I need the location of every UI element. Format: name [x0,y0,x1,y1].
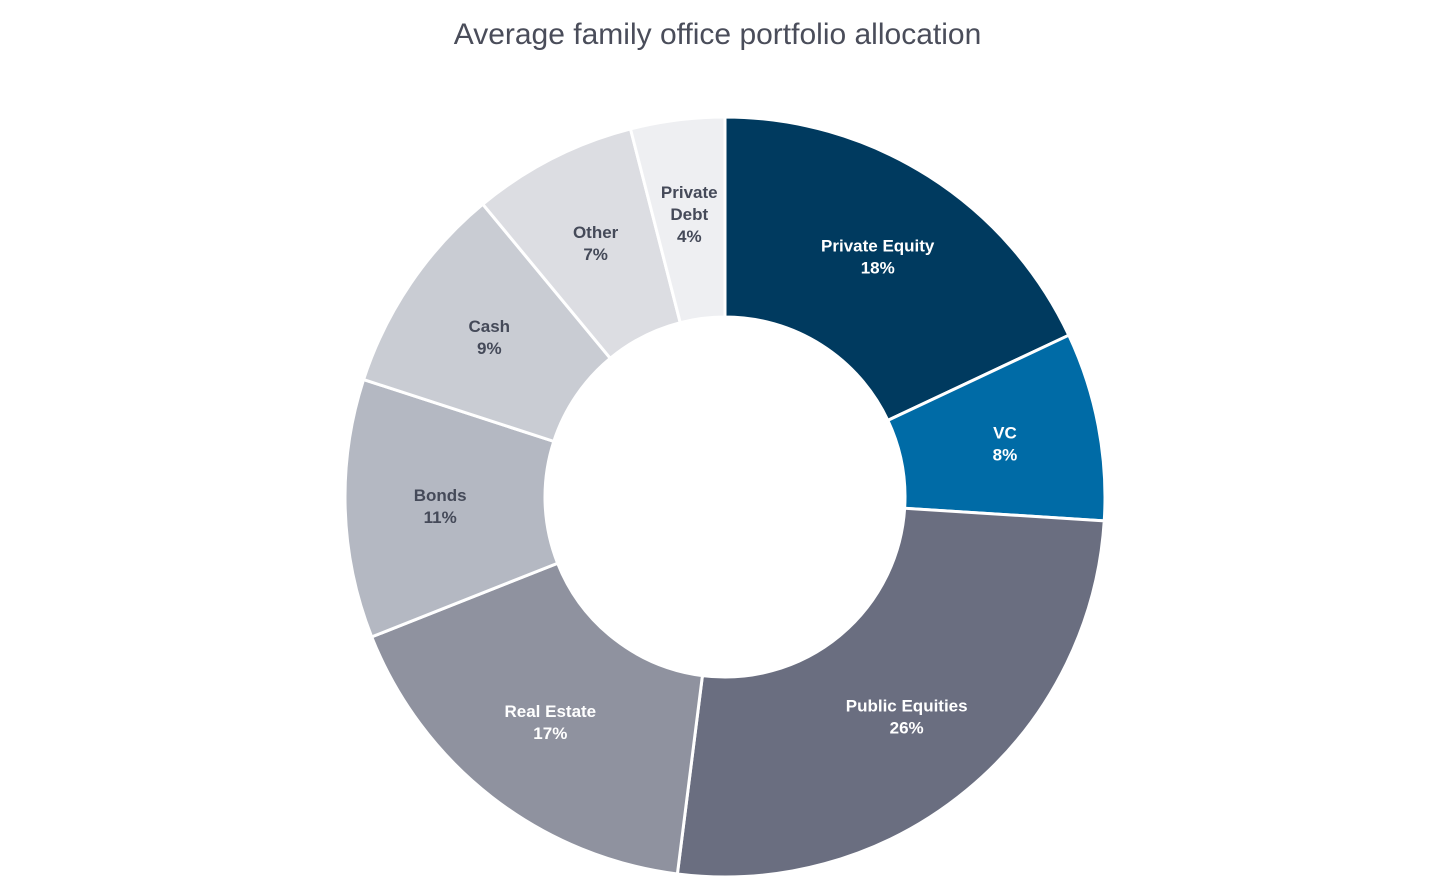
slice-real-estate [369,561,705,876]
slice-name: Cash [468,317,510,336]
slice-label-private-equity: Private Equity 18% [821,236,935,277]
slice-value: 11% [424,508,457,527]
slice-value: 9% [477,339,502,358]
slice-label-other: Other 7% [573,223,619,264]
slice-name: Other [573,223,619,242]
slice-label-bonds: Bonds 11% [414,486,467,527]
donut-slices [343,115,1107,879]
slice-label-vc: VC 8% [993,424,1018,465]
slice-value: 26% [890,719,924,738]
slice-label-public-equities: Public Equities 26% [846,697,968,738]
slice-value: 8% [993,446,1018,465]
slice-name: Bonds [414,486,467,505]
slice-value: 18% [861,258,895,277]
slice-value: 7% [583,245,608,264]
slice-label-real-estate: Real Estate 17% [504,702,596,743]
slice-name: VC [993,424,1017,443]
slice-label-cash: Cash 9% [468,317,510,358]
slice-public-equities [675,506,1106,879]
slice-label-private-debt: Private Debt 4% [661,183,718,246]
slice-private-equity [723,115,1071,423]
slice-name: Real Estate [504,702,596,721]
slice-name: Private Equity [821,236,935,255]
donut-labels: Private Equity 18% VC 8% Public Equities 26% R… [414,183,1018,743]
slice-name: Private [661,183,718,202]
chart-title: Average family office portfolio allocati… [453,18,982,51]
slice-name: Debt [670,205,708,224]
slice-bonds [343,377,560,639]
slice-value: 17% [533,724,567,743]
slice-value: 4% [677,227,702,246]
slice-name: Public Equities [846,697,968,716]
slice-private-debt [628,115,727,325]
